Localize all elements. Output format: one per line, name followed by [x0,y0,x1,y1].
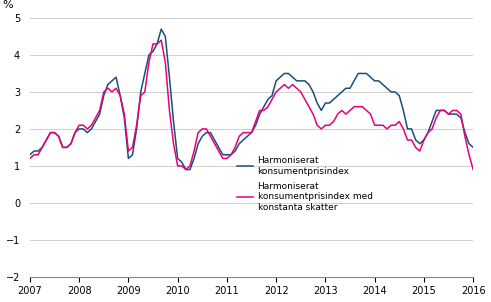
Line: Harmoniserat
konsumentprisindex: Harmoniserat konsumentprisindex [30,29,491,214]
Harmoniserat
konsumentprisindex med
konstanta skatter [478,172,484,175]
Legend: Harmoniserat
konsumentprisindex, Harmoniserat
konsumentprisindex med
konstanta s: Harmoniserat konsumentprisindex, Harmoni… [233,153,376,215]
Harmoniserat
konsumentprisindex [27,153,33,156]
Harmoniserat
konsumentprisindex med
konstanta skatter [158,38,164,42]
Y-axis label: %: % [2,0,13,10]
Harmoniserat
konsumentprisindex med
konstanta skatter [27,157,33,160]
Harmoniserat
konsumentprisindex [31,149,37,153]
Harmoniserat
konsumentprisindex med
konstanta skatter [31,153,37,156]
Harmoniserat
konsumentprisindex [372,79,378,83]
Harmoniserat
konsumentprisindex [158,27,164,31]
Harmoniserat
konsumentprisindex [55,134,61,138]
Line: Harmoniserat
konsumentprisindex med
konstanta skatter: Harmoniserat konsumentprisindex med kons… [30,40,491,243]
Harmoniserat
konsumentprisindex med
konstanta skatter [372,124,378,127]
Harmoniserat
konsumentprisindex med
konstanta skatter [55,134,61,138]
Harmoniserat
konsumentprisindex [478,142,484,146]
